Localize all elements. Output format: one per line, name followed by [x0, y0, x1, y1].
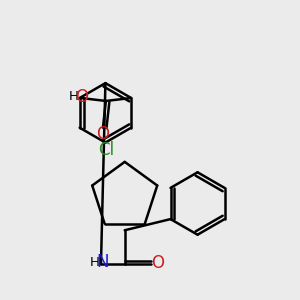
- Text: Cl: Cl: [98, 141, 114, 159]
- Text: N: N: [96, 253, 109, 272]
- Text: O: O: [75, 88, 88, 106]
- Text: O: O: [96, 125, 110, 143]
- Text: H: H: [69, 90, 79, 103]
- Text: H: H: [89, 256, 99, 269]
- Text: O: O: [152, 254, 164, 272]
